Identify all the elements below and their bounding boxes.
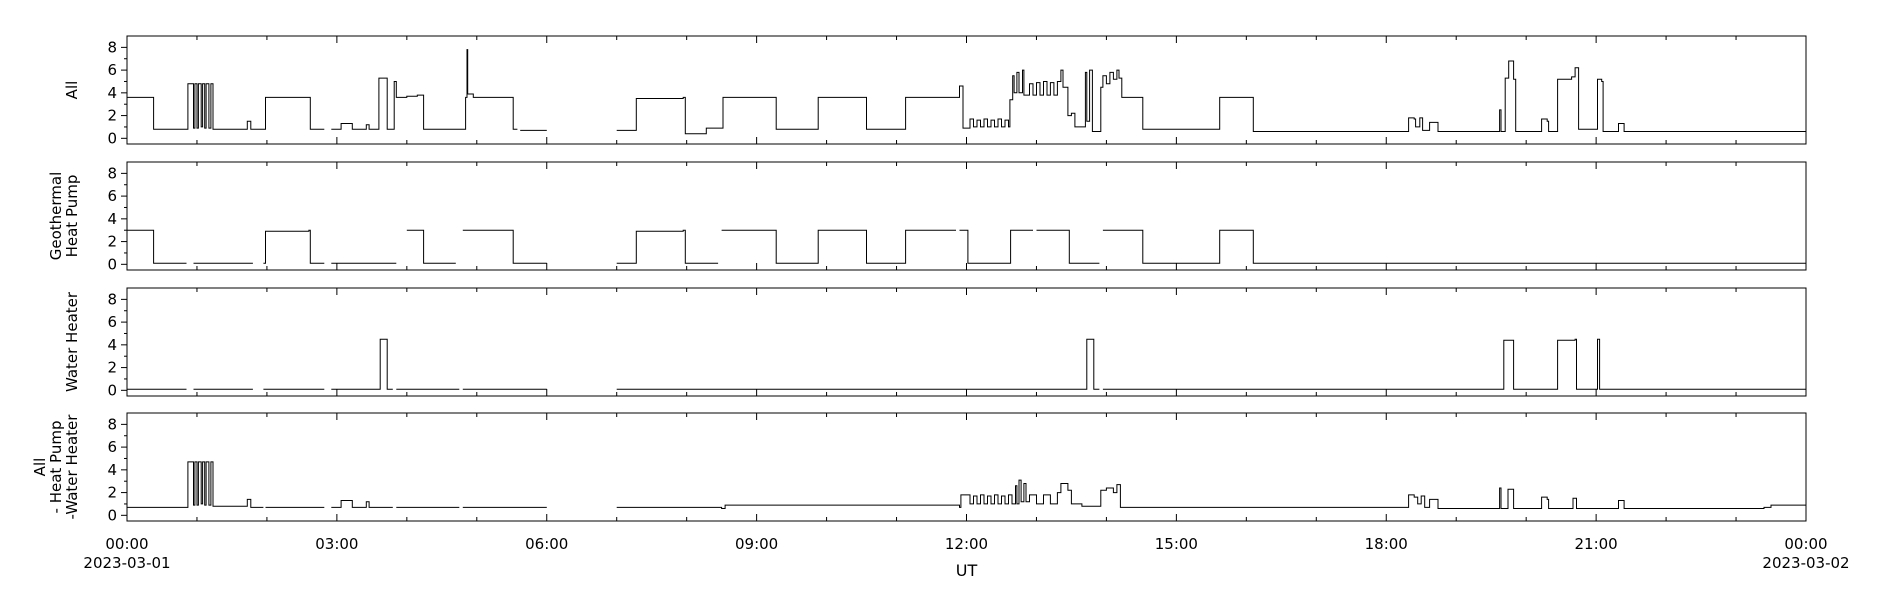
y-tick-label: 6 <box>107 313 117 331</box>
y-axis-label-line: - Heat Pump <box>47 421 65 514</box>
series-line <box>263 229 325 264</box>
panel-frame <box>126 161 1807 271</box>
y-tick-label: 4 <box>107 210 117 228</box>
y-tick-label: 8 <box>107 415 117 433</box>
series-line <box>127 461 264 508</box>
x-tick-date: 2023-03-01 <box>83 554 170 572</box>
series-line <box>616 60 1807 135</box>
series-line <box>127 229 187 264</box>
series-line <box>331 500 393 508</box>
x-tick-label: 00:00 <box>105 535 148 553</box>
y-tick-label: 4 <box>107 461 117 479</box>
panel-frame <box>126 287 1807 397</box>
x-tick-label: 03:00 <box>315 535 358 553</box>
panel-frame <box>126 412 1807 522</box>
panel-4: 0 2 4 6 8 All- Heat Pump-Water Heater <box>31 412 1807 524</box>
series-line <box>721 229 956 264</box>
y-axis-label: All <box>63 81 81 100</box>
x-tick-label: 15:00 <box>1155 535 1198 553</box>
panel-2: 0 2 4 6 8 GeothermalHeat Pump <box>47 161 1807 273</box>
y-axis-label: GeothermalHeat Pump <box>47 172 81 261</box>
y-tick-label: 6 <box>107 61 117 79</box>
panel-1: 0 2 4 6 8 All <box>63 35 1807 147</box>
x-tick-label: 21:00 <box>1575 535 1618 553</box>
x-tick-date: 2023-03-02 <box>1762 554 1849 572</box>
y-tick-label: 8 <box>107 38 117 56</box>
series-line <box>1102 338 1806 390</box>
y-tick-label: 4 <box>107 84 117 102</box>
y-tick-label: 0 <box>107 381 117 399</box>
y-tick-label: 0 <box>107 129 117 147</box>
series-line <box>331 338 393 390</box>
series-line <box>616 479 1807 509</box>
y-tick-label: 4 <box>107 336 117 354</box>
y-axis-label-line: -Water Heater <box>63 414 81 520</box>
x-tick-label: 00:00 <box>1784 535 1827 553</box>
y-tick-label: 6 <box>107 438 117 456</box>
panel-3: 0 2 4 6 8 Water Heater <box>63 287 1807 399</box>
series-line <box>1036 229 1100 264</box>
y-axis-label-line: All <box>63 81 81 100</box>
x-tick-label: 12:00 <box>945 535 988 553</box>
series-line <box>462 229 547 264</box>
y-axis-label-line: Water Heater <box>63 291 81 392</box>
y-axis-label-line: Geothermal <box>47 172 65 261</box>
x-tick-label: 09:00 <box>735 535 778 553</box>
y-tick-label: 6 <box>107 187 117 205</box>
y-tick-label: 8 <box>107 290 117 308</box>
x-tick-label: 06:00 <box>525 535 568 553</box>
series-line <box>616 338 1100 390</box>
series-line <box>1102 229 1806 264</box>
series-line <box>406 229 456 264</box>
y-tick-label: 2 <box>107 107 117 125</box>
series-line <box>616 229 719 264</box>
y-axis-label: Water Heater <box>63 291 81 392</box>
y-tick-label: 0 <box>107 255 117 273</box>
y-axis-label: All- Heat Pump-Water Heater <box>31 414 81 520</box>
y-tick-label: 8 <box>107 164 117 182</box>
y-axis-label-line: Heat Pump <box>63 175 81 258</box>
y-tick-label: 2 <box>107 484 117 502</box>
y-axis-label-line: All <box>31 458 49 477</box>
y-tick-label: 0 <box>107 506 117 524</box>
series-line <box>127 83 325 130</box>
series-line <box>959 229 1033 264</box>
y-tick-label: 2 <box>107 359 117 377</box>
x-axis-label: UT <box>956 561 978 580</box>
y-tick-label: 2 <box>107 233 117 251</box>
series-line <box>331 49 518 130</box>
x-tick-label: 18:00 <box>1365 535 1408 553</box>
